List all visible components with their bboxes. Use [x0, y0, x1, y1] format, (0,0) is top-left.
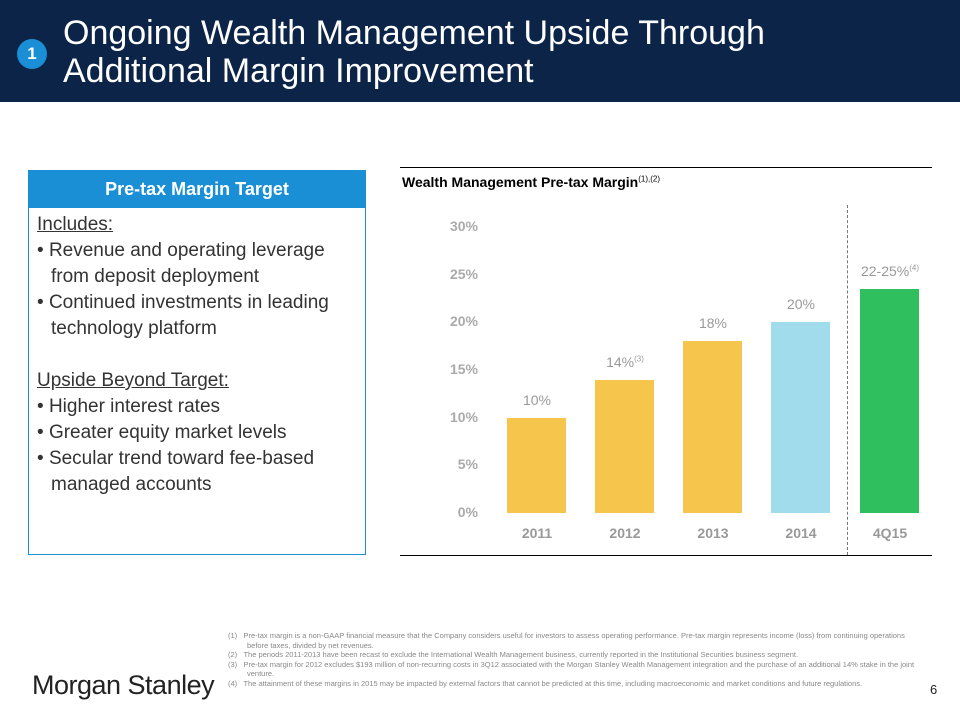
x-tick-label: 2014: [785, 525, 817, 541]
footnotes: (1) Pre-tax margin is a non-GAAP financi…: [228, 631, 918, 688]
x-tick-label: 2012: [609, 525, 641, 541]
list-item: • Continued investments in leading techn…: [37, 292, 329, 339]
title-line-2: Additional Margin Improvement: [63, 52, 534, 90]
footnote: (2) The periods 2011-2013 have been reca…: [228, 650, 799, 659]
page-number: 6: [930, 682, 938, 697]
data-label: 22-25%(4): [860, 262, 920, 279]
chart-title: Wealth Management Pre-tax Margin(1),(2): [402, 174, 661, 190]
data-label: 14%(3): [606, 353, 644, 370]
bar-4Q15: [860, 288, 919, 513]
data-label: 18%: [698, 315, 728, 332]
section-badge: 1: [17, 39, 47, 69]
upside-label: Upside Beyond Target:: [37, 370, 229, 391]
forecast-divider: [847, 205, 848, 555]
y-tick-label: 30%: [449, 218, 478, 234]
data-label: 20%: [786, 296, 816, 313]
footnote: (1) Pre-tax margin is a non-GAAP financi…: [228, 631, 905, 650]
x-tick-label: 2013: [697, 525, 729, 541]
y-tick-label: 15%: [449, 361, 478, 377]
slide-header: 1 Ongoing Wealth Management Upside Throu…: [0, 0, 960, 102]
chart-bottom-rule: [400, 555, 932, 556]
bar-2013: [683, 341, 742, 513]
bar-2014: [771, 322, 830, 513]
includes-label: Includes:: [37, 214, 114, 235]
footnote: (3) Pre-tax margin for 2012 excludes $19…: [228, 659, 915, 679]
x-tick-label: 2011: [521, 525, 553, 541]
list-item: • Greater equity market levels: [37, 422, 287, 443]
bar-2012: [595, 379, 654, 513]
bar-2011: [507, 417, 566, 513]
pretax-margin-target-box: Pre-tax Margin Target Includes: • Revenu…: [28, 170, 366, 555]
chart-top-rule: [400, 167, 932, 168]
data-label: 10%: [522, 391, 552, 408]
list-item: • Secular trend toward fee-based managed…: [37, 448, 315, 495]
box-heading: Pre-tax Margin Target: [29, 171, 365, 208]
y-tick-label: 5%: [457, 456, 478, 473]
y-tick-label: 20%: [449, 313, 478, 330]
slide-title: Ongoing Wealth Management Upside Through…: [63, 14, 765, 90]
morgan-stanley-logo: Morgan Stanley: [32, 670, 215, 700]
y-tick-label: 0%: [457, 504, 478, 520]
list-item: • Revenue and operating leverage from de…: [37, 240, 325, 287]
x-tick-label: 4Q15: [872, 525, 908, 541]
footnote: (4) The attainment of these margins in 2…: [228, 678, 863, 688]
y-tick-label: 25%: [449, 265, 478, 282]
list-item: • Higher interest rates: [37, 396, 221, 417]
y-tick-label: 10%: [449, 408, 478, 425]
title-line-1: Ongoing Wealth Management Upside Through: [63, 14, 765, 52]
